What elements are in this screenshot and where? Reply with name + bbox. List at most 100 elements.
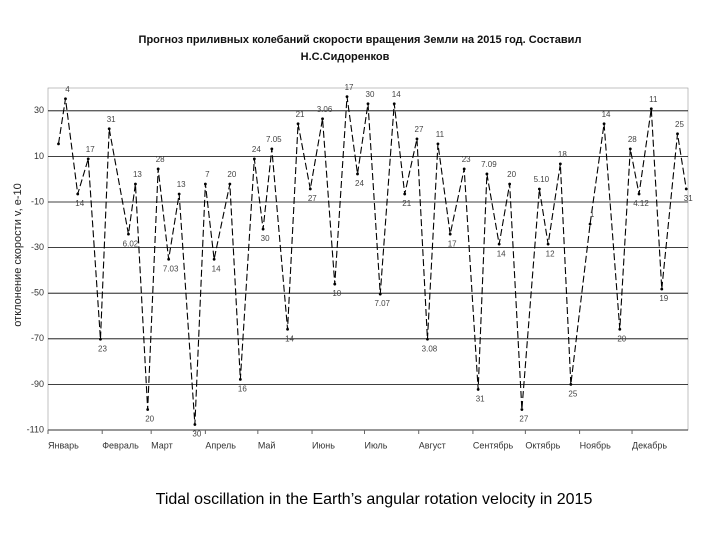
data-point xyxy=(134,182,137,186)
point-label: 7.07 xyxy=(374,299,390,308)
data-point xyxy=(86,157,90,161)
point-label: 13 xyxy=(177,180,186,189)
point-label: 28 xyxy=(628,135,637,144)
point-label: 28 xyxy=(156,155,165,164)
data-point xyxy=(676,132,679,136)
y-tick-label: -50 xyxy=(31,288,44,298)
point-label: 14 xyxy=(285,334,294,343)
data-point xyxy=(333,282,337,286)
x-tick-label: Ноябрь xyxy=(580,440,612,450)
data-point xyxy=(628,147,632,151)
point-label: 11 xyxy=(436,130,445,139)
data-point xyxy=(177,192,181,196)
point-label: 20 xyxy=(617,334,626,343)
point-label: 3.08 xyxy=(422,344,438,353)
data-point xyxy=(537,187,541,191)
point-label: 17 xyxy=(345,83,354,92)
point-label: 30 xyxy=(366,90,375,99)
point-label: 30 xyxy=(192,430,201,439)
data-point xyxy=(415,137,419,141)
data-point xyxy=(356,172,359,176)
point-label: 27 xyxy=(519,415,528,424)
data-point xyxy=(462,167,466,171)
data-point xyxy=(156,167,160,171)
data-point xyxy=(448,232,452,236)
point-label: 10 xyxy=(332,289,341,298)
chart-title: Прогноз приливных колебаний скорости вра… xyxy=(139,34,582,46)
data-point xyxy=(426,337,429,341)
point-label: 23 xyxy=(98,344,107,353)
point-label: 14 xyxy=(497,249,506,258)
data-point xyxy=(684,187,688,191)
point-label: 27 xyxy=(308,194,317,203)
point-label: 14 xyxy=(392,90,401,99)
data-point xyxy=(366,102,370,106)
data-point xyxy=(212,257,216,261)
data-point xyxy=(321,117,324,121)
y-tick-label: -70 xyxy=(31,333,44,343)
data-point xyxy=(485,172,489,176)
point-label: 7 xyxy=(205,170,210,179)
data-point xyxy=(403,192,407,196)
data-point xyxy=(261,227,265,231)
data-point xyxy=(497,242,501,246)
point-label: 11 xyxy=(649,95,658,104)
point-label: 7.03 xyxy=(163,264,179,273)
point-label: 1 xyxy=(590,210,595,219)
data-line xyxy=(57,96,687,425)
data-point xyxy=(637,192,641,196)
plot-frame xyxy=(47,87,689,431)
point-label: 20 xyxy=(145,415,154,424)
x-tick-label: Октябрь xyxy=(525,440,560,450)
point-label: 31 xyxy=(684,194,693,203)
chart-subtitle: Н.С.Сидоренков xyxy=(301,51,390,63)
data-point xyxy=(649,107,653,111)
data-point xyxy=(57,142,60,146)
data-point xyxy=(569,383,573,386)
point-label: 6.02 xyxy=(123,239,139,248)
caption: Tidal oscillation in the Earth’s angular… xyxy=(156,491,593,508)
data-point xyxy=(99,337,102,341)
data-point xyxy=(436,142,440,146)
x-tick-label: Июль xyxy=(365,440,388,450)
x-tick-label: Март xyxy=(151,440,173,450)
y-tick-label: -110 xyxy=(27,424,44,434)
point-label: 21 xyxy=(402,199,411,208)
point-label: 25 xyxy=(568,390,577,399)
point-label: 16 xyxy=(238,384,247,393)
data-point xyxy=(660,287,664,291)
point-label: 30 xyxy=(261,234,270,243)
x-tick-label: Май xyxy=(258,440,276,450)
data-point xyxy=(476,388,480,391)
x-tick-label: Июнь xyxy=(312,440,335,450)
point-label: 3.06 xyxy=(317,105,333,114)
y-tick-label: -90 xyxy=(31,379,44,389)
point-label: 7.05 xyxy=(266,135,282,144)
data-point xyxy=(618,327,622,331)
point-label: 4.12 xyxy=(633,199,649,208)
data-point xyxy=(308,187,312,191)
data-point xyxy=(286,327,289,331)
data-point xyxy=(558,162,562,166)
point-label: 5.10 xyxy=(534,175,550,184)
point-label: 27 xyxy=(415,125,424,134)
point-label: 19 xyxy=(659,294,668,303)
data-point xyxy=(167,257,171,261)
x-tick-label: Январь xyxy=(48,440,79,450)
data-point xyxy=(602,122,606,126)
y-tick-label: -10 xyxy=(31,196,44,206)
point-label: 20 xyxy=(507,170,516,179)
x-tick-label: Апрель xyxy=(205,440,236,450)
data-point xyxy=(520,408,524,411)
data-point xyxy=(270,147,274,151)
data-point xyxy=(146,408,150,411)
x-tick-label: Декабрь xyxy=(632,440,667,450)
x-tick-label: Сентябрь xyxy=(473,440,514,450)
y-tick-label: -30 xyxy=(31,242,44,252)
data-point xyxy=(238,377,242,381)
x-tick-label: Февраль xyxy=(102,440,139,450)
y-tick-label: 10 xyxy=(34,151,44,161)
data-point xyxy=(76,192,80,196)
data-point xyxy=(392,102,396,106)
